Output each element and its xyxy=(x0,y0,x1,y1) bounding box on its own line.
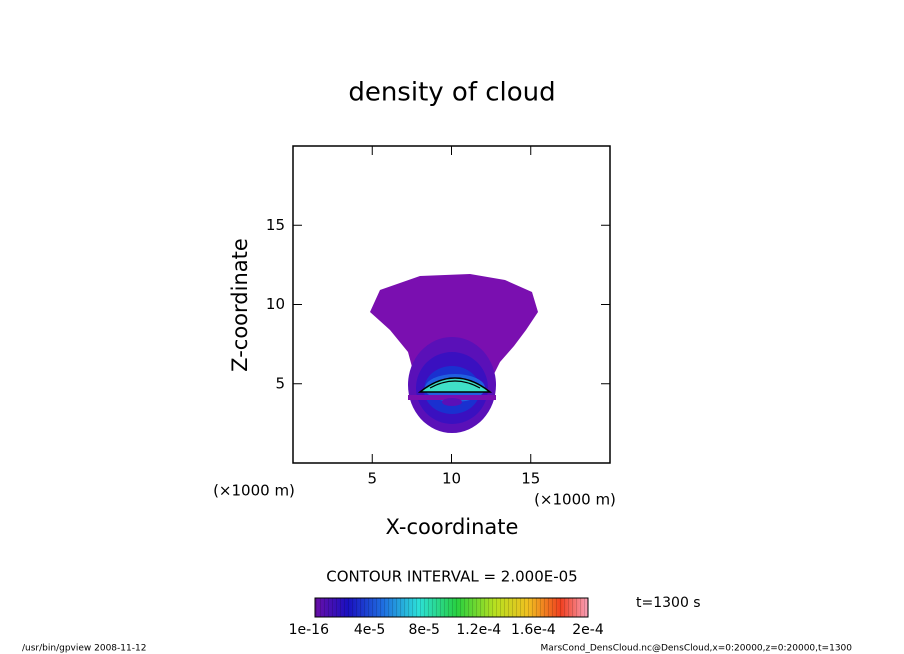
cloud-field xyxy=(370,274,538,433)
x-unit: (×1000 m) xyxy=(213,482,295,500)
y-tick-label: 10 xyxy=(266,295,285,313)
x-tick-label: 10 xyxy=(442,470,461,488)
x-axis-label: X-coordinate xyxy=(386,515,519,539)
chart-title: density of cloud xyxy=(348,78,555,108)
colorbar-frame xyxy=(314,597,589,618)
colorbar-label: 2e-4 xyxy=(572,622,604,638)
footer-right: MarsCond_DensCloud.nc@DensCloud,x=0:2000… xyxy=(541,644,853,654)
colorbar-label: 8e-5 xyxy=(408,622,439,638)
colorbar-label: 1e-16 xyxy=(289,622,329,638)
y-tick-label: 15 xyxy=(266,216,285,234)
y-tick-label: 5 xyxy=(275,374,285,392)
colorbar-label: 1.6e-4 xyxy=(511,622,556,638)
colorbar-label: 1.2e-4 xyxy=(456,622,501,638)
y-unit: (×1000 m) xyxy=(534,491,616,509)
time-label: t=1300 s xyxy=(636,595,701,611)
footer-left: /usr/bin/gpview 2008-11-12 xyxy=(22,644,146,654)
colorbar-label: 4e-5 xyxy=(354,622,385,638)
x-tick-label: 5 xyxy=(367,470,377,488)
y-axis-label: Z-coordinate xyxy=(228,238,252,372)
x-tick-label: 15 xyxy=(521,470,540,488)
contour-interval: CONTOUR INTERVAL = 2.000E-05 xyxy=(326,568,577,586)
